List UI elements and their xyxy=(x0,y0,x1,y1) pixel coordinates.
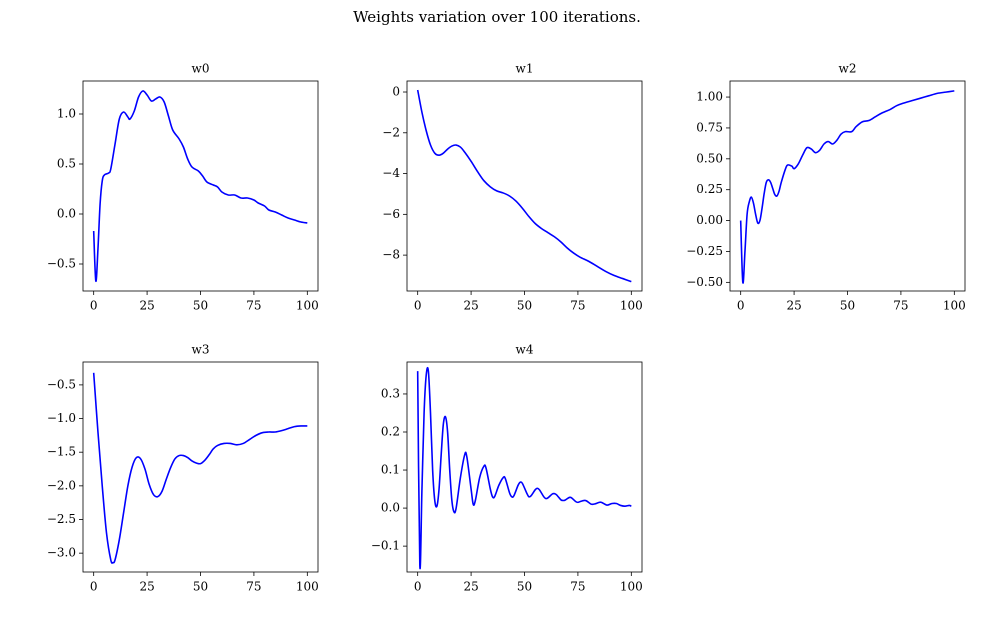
subplot-title: w3 xyxy=(192,343,210,357)
x-tick-label: 100 xyxy=(296,299,319,313)
y-tick-label: −8 xyxy=(382,248,400,262)
subplot-title: w2 xyxy=(839,62,857,76)
y-tick-label: 0.5 xyxy=(57,157,76,171)
x-tick-label: 75 xyxy=(246,580,261,594)
x-tick-label: 50 xyxy=(193,580,208,594)
y-tick-label: 0 xyxy=(392,85,400,99)
x-tick-label: 50 xyxy=(840,299,855,313)
x-tick-label: 25 xyxy=(139,580,154,594)
y-tick-label: 0.3 xyxy=(381,386,400,400)
y-tick-label: −0.5 xyxy=(47,257,76,271)
x-tick-label: 0 xyxy=(90,580,98,594)
x-tick-label: 100 xyxy=(943,299,966,313)
x-tick-label: 50 xyxy=(517,299,532,313)
y-tick-label: −0.1 xyxy=(371,539,400,553)
x-tick-label: 0 xyxy=(90,299,98,313)
y-tick-label: 1.00 xyxy=(696,90,723,104)
x-tick-label: 25 xyxy=(786,299,801,313)
axes-frame xyxy=(82,80,319,292)
data-line xyxy=(92,90,308,282)
x-tick-label: 75 xyxy=(570,580,585,594)
axes-frame xyxy=(406,80,643,292)
y-tick-label: 0.2 xyxy=(381,425,400,439)
y-tick-label: −1.5 xyxy=(47,445,76,459)
y-tick-label: 1.0 xyxy=(57,107,76,121)
data-line xyxy=(416,366,632,570)
y-tick-label: 0.75 xyxy=(696,120,723,134)
y-tick-label: −0.25 xyxy=(686,244,723,258)
x-tick-label: 25 xyxy=(463,299,478,313)
axes-frame xyxy=(729,80,966,292)
y-tick-label: 0.1 xyxy=(381,463,400,477)
y-tick-label: 0.00 xyxy=(696,213,723,227)
x-tick-label: 75 xyxy=(893,299,908,313)
subplot-title: w1 xyxy=(516,62,534,76)
y-tick-label: −3.0 xyxy=(47,546,76,560)
x-tick-label: 100 xyxy=(296,580,319,594)
x-tick-label: 75 xyxy=(570,299,585,313)
data-line xyxy=(416,89,632,283)
y-tick-label: −1.0 xyxy=(47,411,76,425)
x-tick-label: 100 xyxy=(620,299,643,313)
y-tick-label: 0.50 xyxy=(696,151,723,165)
x-tick-label: 0 xyxy=(414,299,422,313)
y-tick-label: 0.0 xyxy=(57,207,76,221)
subplot-title: w0 xyxy=(192,62,210,76)
x-tick-label: 25 xyxy=(463,580,478,594)
x-tick-label: 0 xyxy=(414,580,422,594)
x-tick-label: 50 xyxy=(193,299,208,313)
x-tick-label: 0 xyxy=(737,299,745,313)
x-tick-label: 25 xyxy=(139,299,154,313)
y-tick-label: −0.5 xyxy=(47,377,76,391)
subplot-title: w4 xyxy=(516,343,534,357)
y-tick-label: 0.0 xyxy=(381,501,400,515)
x-tick-label: 50 xyxy=(517,580,532,594)
x-tick-label: 75 xyxy=(246,299,261,313)
y-tick-label: −2.5 xyxy=(47,512,76,526)
y-tick-label: 0.25 xyxy=(696,182,723,196)
x-tick-label: 100 xyxy=(620,580,643,594)
y-tick-label: −6 xyxy=(382,207,400,221)
y-tick-label: −2.0 xyxy=(47,478,76,492)
data-line xyxy=(92,372,308,564)
figure-title: Weights variation over 100 iterations. xyxy=(353,8,641,26)
y-tick-label: −2 xyxy=(382,125,400,139)
axes-frame xyxy=(82,361,319,573)
y-tick-label: −0.50 xyxy=(686,275,723,289)
axes-frame xyxy=(406,361,643,573)
data-line xyxy=(739,90,955,284)
y-tick-label: −4 xyxy=(382,166,400,180)
